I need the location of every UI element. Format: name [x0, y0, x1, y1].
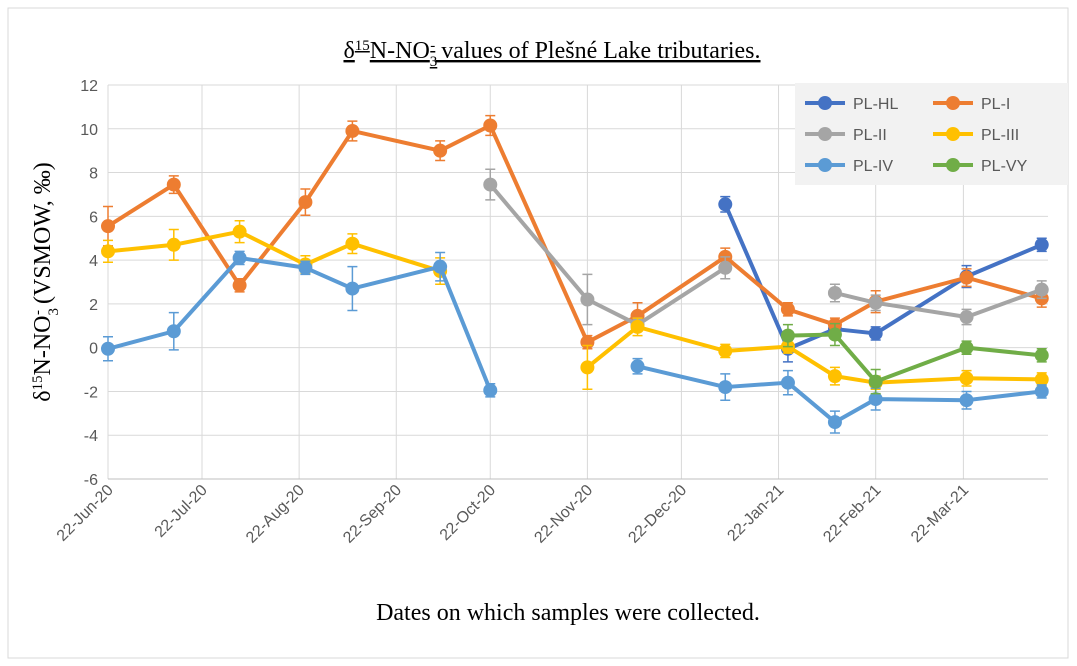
data-point	[345, 281, 360, 296]
legend-marker	[818, 158, 832, 172]
x-axis-label: Dates on which samples were collected.	[376, 600, 760, 626]
ylabel-part: δ	[30, 390, 56, 401]
data-point	[166, 324, 181, 339]
y-tick-label: 2	[89, 297, 98, 314]
ylabel-part: N-NO	[30, 315, 56, 375]
ylabel-part: 3	[46, 308, 62, 316]
data-point	[780, 375, 795, 390]
y-tick-label: 6	[89, 209, 98, 226]
legend-label: PL-III	[981, 127, 1019, 144]
ylabel-part: 15	[30, 375, 46, 390]
data-point	[959, 393, 974, 408]
y-tick-label: 0	[89, 341, 98, 358]
data-point	[868, 392, 883, 407]
data-point	[1034, 237, 1049, 252]
legend-marker	[946, 158, 960, 172]
title-part: 3	[430, 54, 438, 70]
data-point	[232, 278, 247, 293]
plot-area	[101, 114, 1049, 434]
data-point	[780, 328, 795, 343]
data-point	[868, 295, 883, 310]
ylabel-part: (VSMOW, ‰)	[30, 162, 56, 310]
legend-label: PL-HL	[853, 96, 898, 113]
title-part: N-NO	[370, 38, 430, 64]
legend-marker	[946, 127, 960, 141]
data-point	[101, 341, 115, 356]
data-point	[1034, 384, 1049, 399]
y-tick-label: -4	[84, 428, 98, 445]
data-point	[580, 292, 595, 307]
series-line	[107, 229, 1042, 385]
data-point	[232, 250, 247, 265]
data-point	[345, 236, 360, 251]
data-point	[718, 380, 733, 395]
y-tick-label: 10	[80, 122, 98, 139]
data-point	[166, 177, 181, 192]
data-point	[959, 310, 974, 325]
legend-marker	[818, 127, 832, 141]
data-point	[1034, 348, 1049, 363]
y-tick-label: -6	[84, 472, 98, 489]
data-point	[166, 237, 181, 252]
series-line	[488, 183, 1043, 327]
title-part: δ	[343, 38, 354, 64]
data-point	[868, 374, 883, 389]
series-line	[723, 203, 1043, 351]
data-point	[433, 259, 448, 274]
y-tick-label: 8	[89, 166, 98, 183]
data-point	[630, 319, 645, 334]
data-point	[298, 260, 313, 275]
data-point	[433, 143, 448, 158]
data-point	[827, 285, 842, 300]
data-point	[718, 197, 733, 212]
data-point	[827, 415, 842, 430]
legend: PL-HL PL-I PL-II PL-III PL-IV PL-VY	[795, 83, 1068, 185]
data-point	[298, 195, 313, 210]
data-point	[345, 123, 360, 138]
data-point	[1034, 372, 1049, 387]
data-point	[101, 219, 115, 234]
legend-marker	[818, 96, 832, 110]
data-point	[780, 302, 795, 317]
data-point	[718, 343, 733, 358]
y-axis-label: δ15N-NO3- (VSMOW, ‰)	[30, 162, 62, 402]
data-point	[827, 327, 842, 342]
data-point	[232, 224, 247, 239]
ylabel-part: -	[30, 310, 46, 315]
legend-label: PL-VY	[981, 158, 1028, 175]
data-point	[1034, 282, 1049, 297]
data-point	[630, 359, 645, 374]
data-point	[959, 340, 974, 355]
title-part: 15	[355, 38, 370, 54]
data-point	[483, 177, 498, 192]
data-point	[959, 371, 974, 386]
data-point	[483, 118, 498, 133]
y-tick-label: 12	[80, 78, 98, 95]
chart-title: δ15N-NO3- values of Plešné Lake tributar…	[343, 38, 760, 70]
data-point	[868, 326, 883, 341]
title-part: values of Plešné Lake tributaries.	[435, 38, 760, 64]
legend-marker	[946, 96, 960, 110]
legend-label: PL-IV	[853, 158, 893, 175]
data-point	[580, 360, 595, 375]
data-point	[101, 244, 115, 259]
legend-label: PL-I	[981, 96, 1010, 113]
legend-label: PL-II	[853, 127, 887, 144]
data-point	[827, 369, 842, 384]
title-part: -	[430, 38, 435, 54]
y-tick-label: 4	[89, 253, 98, 270]
data-point	[959, 270, 974, 285]
data-point	[718, 260, 733, 275]
data-point	[483, 383, 498, 398]
y-tick-label: -2	[84, 384, 98, 401]
